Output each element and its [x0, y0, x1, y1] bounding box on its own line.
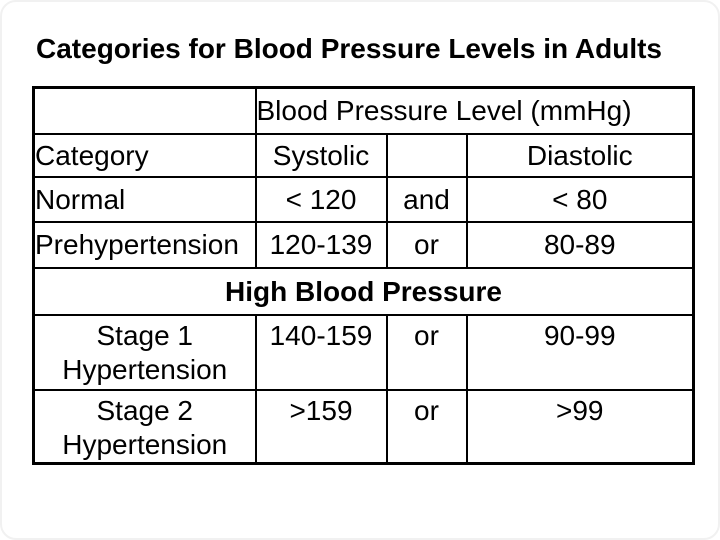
- cell-prehypertension-category: Prehypertension: [32, 220, 257, 269]
- cell-bp-level-header: Blood Pressure Level (mmHg): [254, 86, 695, 135]
- table-row-stage2: Stage 2 Hypertension >159 or >99: [32, 388, 695, 464]
- cell-stage1-connector: or: [385, 313, 468, 391]
- cell-connector-header: [385, 132, 468, 178]
- cell-systolic-header: Systolic: [254, 132, 388, 178]
- cell-stage2-category: Stage 2 Hypertension: [32, 388, 257, 464]
- cell-stage2-connector: or: [385, 388, 468, 464]
- cell-prehypertension-connector: or: [385, 220, 468, 269]
- cell-normal-connector: and: [385, 175, 468, 223]
- cell-stage1-diastolic: 90-99: [465, 313, 695, 391]
- stage1-category-line1: Stage 1: [96, 319, 194, 351]
- table-row-normal: Normal < 120 and < 80: [32, 175, 695, 223]
- cell-prehypertension-systolic: 120-139: [254, 220, 388, 269]
- table-row-high-blood-pressure: High Blood Pressure: [32, 266, 695, 316]
- cell-category-header: Category: [32, 132, 257, 178]
- table-row-bp-level-header: Blood Pressure Level (mmHg): [32, 86, 695, 135]
- table-row-column-headers: Category Systolic Diastolic: [32, 132, 695, 178]
- stage1-category-line2: Hypertension: [62, 353, 228, 385]
- cell-stage1-category: Stage 1 Hypertension: [32, 313, 257, 391]
- cell-high-blood-pressure-header: High Blood Pressure: [32, 266, 695, 316]
- cell-stage1-systolic: 140-159: [254, 313, 388, 391]
- cell-prehypertension-diastolic: 80-89: [465, 220, 695, 269]
- blood-pressure-table: Blood Pressure Level (mmHg) Category Sys…: [32, 86, 695, 465]
- table-row-prehypertension: Prehypertension 120-139 or 80-89: [32, 220, 695, 269]
- cell-stage2-diastolic: >99: [465, 388, 695, 464]
- table-row-stage1: Stage 1 Hypertension 140-159 or 90-99: [32, 313, 695, 391]
- stage2-category-line2: Hypertension: [62, 428, 228, 460]
- cell-normal-systolic: < 120: [254, 175, 388, 223]
- slide-title: Categories for Blood Pressure Levels in …: [36, 33, 663, 64]
- cell-stage2-systolic: >159: [254, 388, 388, 464]
- cell-empty-corner: [32, 86, 257, 135]
- cell-diastolic-header: Diastolic: [465, 132, 695, 178]
- stage2-category-line1: Stage 2: [96, 394, 194, 426]
- cell-normal-diastolic: < 80: [465, 175, 695, 223]
- cell-normal-category: Normal: [32, 175, 257, 223]
